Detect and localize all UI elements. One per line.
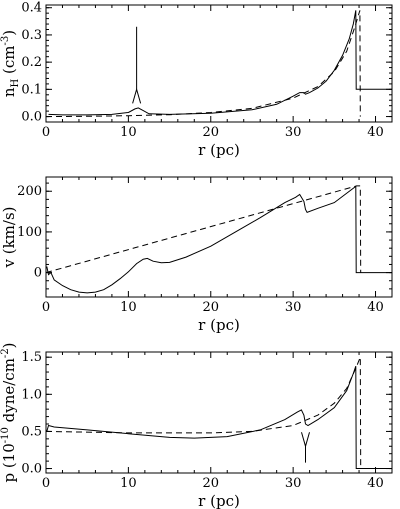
series-line-dashed xyxy=(45,357,362,469)
x-tick-label: 20 xyxy=(202,300,219,315)
x-tick-label: 30 xyxy=(285,125,302,140)
panel-velocity: 0 10 20 30 40 0 100 200 r (pc) v (km/s) xyxy=(0,176,393,334)
y-tick-label: 0.2 xyxy=(21,55,42,70)
y-axis-label-part: n xyxy=(0,87,18,97)
panel-pressure: 0 10 20 30 40 0.0 0.5 1.0 1.5 r (pc) p (10-10 dyne… xyxy=(0,342,393,509)
y-tick-label: 0.4 xyxy=(21,1,42,16)
x-tick-label: 10 xyxy=(120,476,137,491)
y-axis-label-part: -10 xyxy=(0,427,11,443)
y-axis-label-part: dyne/cm xyxy=(0,358,18,427)
x-tick-label: 0 xyxy=(42,125,50,140)
y-tick-label: 0.3 xyxy=(21,28,42,43)
y-axis-label: v (km/s) xyxy=(0,206,18,268)
y-axis-label-part: p (10 xyxy=(0,443,18,482)
x-tick-label: 40 xyxy=(367,476,384,491)
y-tick-label: 0.0 xyxy=(21,462,42,477)
y-axis-label-part: -2 xyxy=(0,348,11,358)
y-tick-label: 1.5 xyxy=(21,350,42,365)
x-axis-label: r (pc) xyxy=(198,492,240,509)
x-axis-label: r (pc) xyxy=(198,316,240,334)
x-tick-label: 10 xyxy=(120,125,137,140)
x-tick-label: 40 xyxy=(367,300,384,315)
x-tick-label: 0 xyxy=(42,300,50,315)
panel-density: 0 10 20 30 40 0.0 0.1 0.2 0.3 0.4 r (pc) nH (cm-3) xyxy=(0,1,393,159)
y-tick-label: 0.1 xyxy=(21,82,42,97)
series-line-dashed xyxy=(45,10,361,118)
y-axis-label-part: -3 xyxy=(0,36,11,46)
x-tick-label: 10 xyxy=(120,300,137,315)
y-tick-label: 100 xyxy=(17,225,42,240)
y-axis-label: p (10-10 dyne/cm-2) xyxy=(0,342,18,482)
y-tick-label: 0 xyxy=(34,266,42,281)
x-tick-label: 40 xyxy=(367,125,384,140)
annotation-arrow-head xyxy=(132,87,142,104)
series-line-solid xyxy=(48,10,392,116)
y-tick-label: 1.0 xyxy=(21,387,42,402)
y-axis-label-part: ) xyxy=(0,342,18,348)
plot-frame xyxy=(45,4,393,123)
y-axis-label: nH (cm-3) xyxy=(0,30,21,97)
x-tick-label: 20 xyxy=(202,125,219,140)
y-axis-label-part: H xyxy=(10,78,21,87)
x-axis-label: r (pc) xyxy=(198,141,240,159)
plot-frame xyxy=(45,176,393,298)
x-tick-label: 30 xyxy=(285,300,302,315)
y-tick-label: 0.5 xyxy=(21,424,42,439)
x-tick-label: 0 xyxy=(42,476,50,491)
x-tick-label: 30 xyxy=(285,476,302,491)
y-axis-label-part: (cm xyxy=(0,45,18,78)
series-line-dashed xyxy=(45,185,362,274)
plot-frame xyxy=(45,351,393,474)
y-tick-label: 0.0 xyxy=(21,110,42,125)
series-line-solid xyxy=(46,185,392,294)
series-line-solid xyxy=(46,365,392,469)
y-axis-label-part: v (km/s) xyxy=(0,206,18,268)
x-tick-label: 20 xyxy=(202,476,219,491)
y-axis-label-part: ) xyxy=(0,30,18,36)
annotation-arrow-head xyxy=(301,432,310,449)
y-tick-label: 200 xyxy=(17,184,42,199)
